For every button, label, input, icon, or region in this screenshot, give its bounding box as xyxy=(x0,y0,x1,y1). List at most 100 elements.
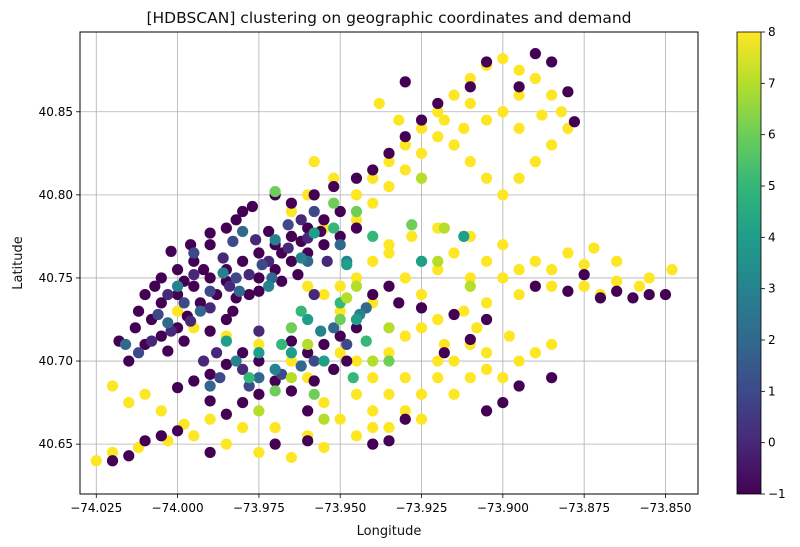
data-point xyxy=(351,314,362,325)
data-point xyxy=(351,189,362,200)
data-point xyxy=(318,442,329,453)
colorbar-tick-label: 6 xyxy=(768,128,776,142)
data-point xyxy=(318,289,329,300)
data-point xyxy=(383,422,394,433)
colorbar xyxy=(737,32,761,494)
data-point xyxy=(351,206,362,217)
data-point xyxy=(250,234,261,245)
data-point xyxy=(247,201,258,212)
data-point xyxy=(416,256,427,267)
data-point xyxy=(341,259,352,270)
data-point xyxy=(172,281,183,292)
y-axis-ticks: 40.6540.7040.7540.8040.85 xyxy=(39,105,80,451)
data-point xyxy=(341,355,352,366)
data-point xyxy=(481,56,492,67)
data-point xyxy=(270,385,281,396)
data-point xyxy=(530,156,541,167)
data-point xyxy=(309,355,320,366)
data-point xyxy=(107,380,118,391)
data-point xyxy=(253,372,264,383)
data-point xyxy=(214,372,225,383)
data-point xyxy=(432,314,443,325)
data-point xyxy=(383,389,394,400)
data-point xyxy=(351,389,362,400)
data-point xyxy=(270,439,281,450)
data-point xyxy=(530,281,541,292)
data-point xyxy=(400,164,411,175)
data-point xyxy=(205,447,216,458)
data-point xyxy=(156,405,167,416)
data-point xyxy=(569,116,580,127)
data-point xyxy=(237,422,248,433)
data-point xyxy=(432,131,443,142)
data-point xyxy=(328,181,339,192)
data-point xyxy=(634,281,645,292)
y-axis-label: Latitude xyxy=(11,236,26,290)
data-point xyxy=(367,405,378,416)
data-point xyxy=(530,347,541,358)
data-point xyxy=(302,435,313,446)
data-point xyxy=(546,372,557,383)
data-point xyxy=(315,326,326,337)
data-point xyxy=(130,322,141,333)
data-point xyxy=(309,289,320,300)
data-point xyxy=(383,181,394,192)
data-point xyxy=(400,131,411,142)
data-point xyxy=(432,256,443,267)
data-point xyxy=(497,53,508,64)
data-point xyxy=(504,331,515,342)
data-point xyxy=(367,231,378,242)
data-point xyxy=(465,81,476,92)
data-point xyxy=(351,223,362,234)
data-point xyxy=(172,382,183,393)
data-point xyxy=(383,281,394,292)
data-point xyxy=(318,339,329,350)
data-point xyxy=(205,380,216,391)
data-point xyxy=(286,198,297,209)
data-point xyxy=(205,369,216,380)
data-point xyxy=(400,76,411,87)
data-point xyxy=(139,389,150,400)
data-point xyxy=(439,347,450,358)
data-point xyxy=(341,292,352,303)
colorbar-tick-label: 2 xyxy=(768,333,776,347)
x-axis-ticks: −74.025 −74.000 −73.975 −73.950 −73.925 −73.9… xyxy=(70,494,691,515)
data-point xyxy=(328,198,339,209)
data-point xyxy=(178,336,189,347)
data-point xyxy=(309,227,320,238)
data-point xyxy=(348,372,359,383)
data-point xyxy=(611,256,622,267)
data-point xyxy=(416,289,427,300)
data-point xyxy=(253,286,264,297)
x-tick-label: −74.000 xyxy=(152,501,204,515)
data-point xyxy=(562,286,573,297)
data-point xyxy=(221,336,232,347)
data-point xyxy=(286,372,297,383)
data-point xyxy=(514,173,525,184)
data-point xyxy=(162,345,173,356)
data-point xyxy=(172,425,183,436)
data-point xyxy=(481,364,492,375)
data-point xyxy=(221,314,232,325)
data-point xyxy=(530,256,541,267)
data-point xyxy=(322,256,333,267)
data-point xyxy=(471,322,482,333)
data-point xyxy=(253,447,264,458)
data-point xyxy=(286,336,297,347)
data-point xyxy=(416,114,427,125)
data-point xyxy=(546,139,557,150)
data-point xyxy=(286,385,297,396)
data-point xyxy=(481,405,492,416)
data-point xyxy=(188,430,199,441)
data-point xyxy=(244,372,255,383)
data-point xyxy=(448,309,459,320)
data-point xyxy=(416,389,427,400)
data-point xyxy=(286,347,297,358)
data-point xyxy=(514,81,525,92)
data-point xyxy=(198,355,209,366)
data-point xyxy=(514,264,525,275)
data-point xyxy=(562,247,573,258)
data-point xyxy=(221,409,232,420)
data-point xyxy=(205,326,216,337)
colorbar-tick-label: 8 xyxy=(768,25,776,39)
